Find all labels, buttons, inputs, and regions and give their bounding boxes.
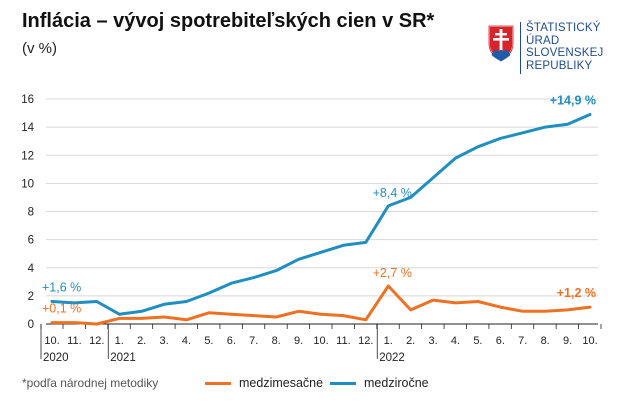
year-label: 2022 — [379, 352, 405, 364]
x-tick-label: 10. — [313, 335, 328, 347]
y-tick-label: 10 — [21, 178, 34, 190]
legend-swatch-orange — [205, 381, 231, 385]
y-tick-label: 6 — [28, 235, 34, 247]
series-line-medzirocne — [50, 113, 592, 316]
data-label: +14,9 % — [550, 93, 596, 107]
logo-separator — [520, 22, 521, 74]
data-label: +8,4 % — [373, 186, 412, 200]
footnote: *podľa národnej metodiky — [22, 376, 159, 390]
year-label: 2020 — [43, 352, 69, 364]
legend-item-mom: medzimesačne — [205, 376, 323, 390]
data-label: +1,6 % — [42, 281, 81, 295]
legend-label: medzimesačne — [239, 376, 324, 390]
y-tick-label: 0 — [28, 319, 34, 331]
series-line-medzimesacne — [50, 284, 592, 326]
slovak-coat-of-arms-icon — [488, 25, 514, 62]
x-tick-label: 11. — [67, 335, 81, 347]
legend-item-yoy: medziročne — [330, 376, 429, 390]
x-tick-label: 11. — [336, 335, 350, 347]
x-tick-label: 9. — [563, 335, 572, 347]
x-tick-label: 10. — [582, 335, 597, 347]
x-tick-label: 3. — [159, 335, 168, 347]
x-tick-label: 12. — [89, 335, 104, 347]
x-tick-label: 4. — [182, 335, 191, 347]
chart-subtitle: (v %) — [22, 40, 57, 57]
legend-swatch-blue — [330, 381, 356, 385]
chart-title: Inflácia – vývoj spotrebiteľských cien v… — [22, 10, 435, 32]
x-tick-label: 2. — [406, 335, 415, 347]
data-label: +2,7 % — [373, 266, 412, 280]
y-tick-label: 4 — [28, 263, 35, 275]
x-tick-label: 12. — [358, 335, 373, 347]
x-tick-label: 6. — [496, 335, 505, 347]
data-label: +0,1 % — [42, 302, 81, 316]
x-tick-label: 5. — [473, 335, 482, 347]
logo-line: REPUBLIKY — [526, 59, 593, 72]
x-tick-label: 10. — [44, 335, 59, 347]
x-tick-label: 1. — [115, 335, 124, 347]
x-tick-label: 5. — [204, 335, 213, 347]
y-tick-label: 12 — [21, 150, 34, 162]
y-tick-label: 16 — [21, 94, 34, 106]
x-tick-label: 7. — [518, 335, 527, 347]
x-tick-label: 6. — [227, 335, 236, 347]
logo-text: ŠTATISTICKÝ ÚRAD SLOVENSKEJ REPUBLIKY — [526, 22, 603, 72]
x-tick-label: 3. — [428, 335, 437, 347]
x-tick-label: 1. — [384, 335, 393, 347]
y-tick-label: 14 — [21, 122, 34, 134]
x-tick-label: 8. — [541, 335, 550, 347]
legend-label: medziročne — [364, 376, 429, 390]
logo-line: ŠTATISTICKÝ — [526, 22, 601, 34]
x-tick-label: 4. — [451, 335, 460, 347]
x-tick-label: 2. — [137, 335, 146, 347]
data-label: +1,2 % — [557, 286, 596, 300]
logo-line: ÚRAD — [526, 34, 560, 47]
x-tick-label: 8. — [272, 335, 281, 347]
logo-line: SLOVENSKEJ — [526, 47, 604, 59]
y-tick-label: 8 — [28, 207, 34, 219]
y-tick-label: 2 — [28, 291, 34, 303]
x-tick-label: 7. — [249, 335, 258, 347]
year-label: 2021 — [110, 352, 136, 364]
x-tick-label: 9. — [294, 335, 303, 347]
susr-logo: ŠTATISTICKÝ ÚRAD SLOVENSKEJ REPUBLIKY — [486, 22, 611, 77]
